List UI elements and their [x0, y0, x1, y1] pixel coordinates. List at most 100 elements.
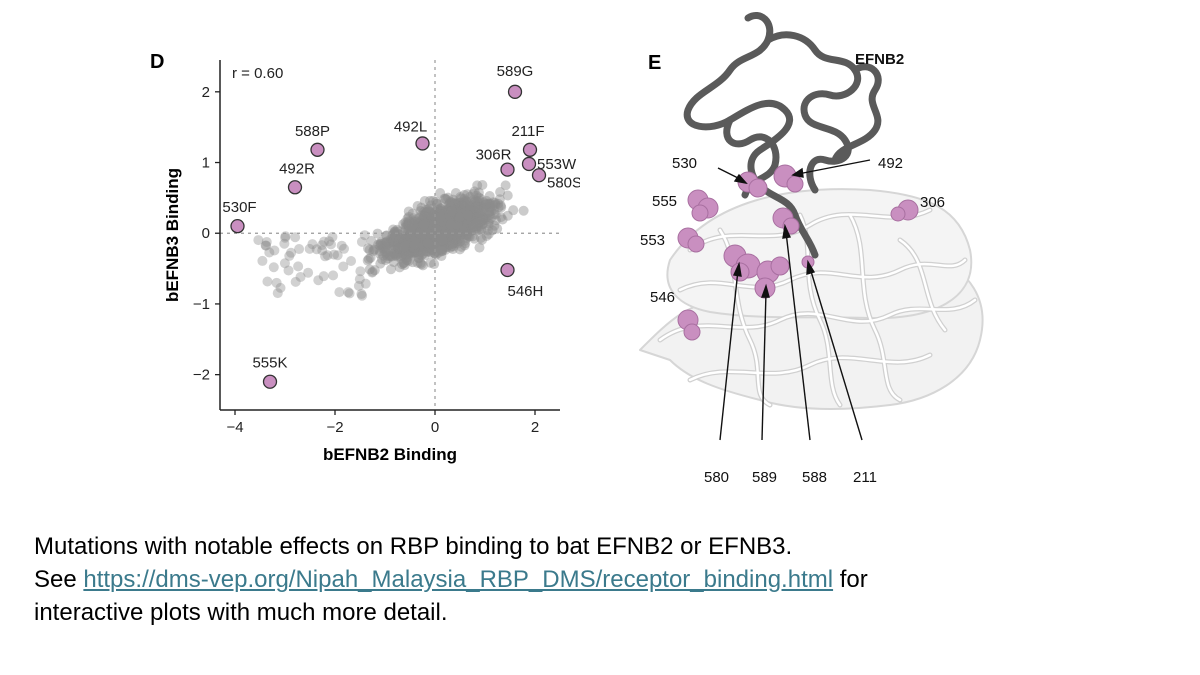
background-point — [446, 211, 457, 222]
background-point — [419, 232, 430, 243]
background-point — [448, 241, 459, 252]
background-point — [444, 216, 455, 227]
background-point — [441, 212, 452, 223]
background-point — [432, 238, 443, 249]
background-point — [403, 216, 414, 227]
background-point — [442, 216, 453, 227]
background-point — [445, 198, 456, 209]
background-point — [440, 213, 451, 224]
background-point — [459, 189, 470, 200]
background-point — [450, 228, 461, 239]
background-point — [429, 215, 440, 226]
background-point — [269, 245, 280, 256]
structure-panel: E EFNB2 — [639, 12, 984, 486]
background-point — [440, 227, 451, 238]
background-point — [413, 248, 424, 259]
background-point — [455, 222, 466, 233]
background-point — [416, 233, 427, 244]
background-point — [421, 234, 432, 245]
background-point — [407, 239, 418, 250]
background-point — [451, 198, 462, 209]
background-point — [477, 204, 488, 215]
background-point — [419, 237, 430, 248]
background-point — [425, 229, 436, 240]
background-point — [441, 221, 452, 232]
background-point — [423, 211, 434, 222]
background-point — [439, 210, 450, 221]
background-point — [468, 214, 479, 225]
dms-link[interactable]: https://dms-vep.org/Nipah_Malaysia_RBP_D… — [83, 566, 834, 593]
background-point — [407, 241, 418, 252]
residue-label-580: 580 — [704, 469, 729, 486]
background-point — [488, 197, 499, 208]
background-point — [443, 235, 454, 246]
background-point — [398, 241, 409, 252]
background-point — [448, 223, 459, 234]
background-point — [417, 240, 428, 251]
background-point — [456, 207, 467, 218]
background-point — [327, 231, 338, 242]
background-point — [413, 213, 424, 224]
background-point — [457, 211, 468, 222]
background-point — [413, 221, 424, 232]
background-point — [422, 220, 433, 231]
background-point — [455, 218, 466, 229]
background-point — [438, 224, 449, 235]
background-point — [385, 236, 396, 247]
background-point — [445, 201, 456, 212]
background-point — [411, 216, 422, 227]
background-point — [474, 224, 485, 235]
background-point — [481, 195, 492, 206]
background-point — [355, 266, 366, 277]
background-point — [369, 244, 380, 255]
background-point — [454, 200, 465, 211]
background-point — [434, 218, 445, 229]
background-point — [430, 221, 441, 232]
background-point — [461, 206, 472, 217]
background-point — [436, 233, 447, 244]
background-point — [398, 238, 409, 249]
background-point — [464, 202, 475, 213]
background-point — [407, 245, 418, 256]
background-point — [442, 215, 453, 226]
background-point — [457, 219, 468, 230]
background-point — [286, 247, 297, 258]
background-point — [437, 237, 448, 248]
background-point — [445, 213, 456, 224]
background-point — [474, 242, 485, 253]
background-point — [404, 237, 415, 248]
background-point — [456, 213, 467, 224]
background-point — [454, 212, 465, 223]
background-point — [412, 221, 423, 232]
highlight-point — [500, 162, 515, 177]
background-point — [422, 229, 433, 240]
background-point — [455, 217, 466, 228]
background-point — [401, 231, 412, 242]
background-point — [428, 238, 439, 249]
background-point — [421, 221, 432, 232]
background-point — [468, 214, 479, 225]
background-point — [462, 207, 473, 218]
background-point — [453, 227, 464, 238]
point-label: 492L — [394, 118, 427, 135]
background-point — [419, 238, 430, 249]
background-point — [447, 209, 458, 220]
background-point — [408, 232, 419, 243]
background-point — [410, 246, 421, 257]
background-point — [434, 225, 445, 236]
background-point — [489, 209, 500, 220]
background-point — [475, 213, 486, 224]
background-point — [436, 212, 447, 223]
background-point — [424, 241, 435, 252]
background-point — [433, 212, 444, 223]
background-point — [380, 243, 391, 254]
background-point — [394, 229, 405, 240]
background-point — [433, 204, 444, 215]
background-point — [457, 201, 468, 212]
background-point — [480, 212, 491, 223]
background-point — [402, 235, 413, 246]
background-point — [362, 255, 373, 266]
background-point — [461, 215, 472, 226]
background-point — [419, 242, 430, 253]
background-point — [389, 237, 400, 248]
